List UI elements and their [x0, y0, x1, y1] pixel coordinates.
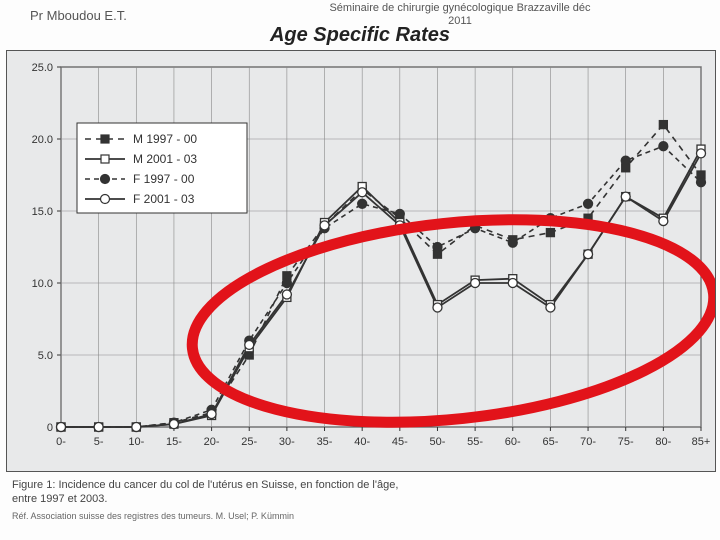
- svg-text:35-: 35-: [317, 436, 333, 448]
- svg-text:50-: 50-: [430, 436, 446, 448]
- caption-line1: Figure 1: Incidence du cancer du col de …: [12, 478, 398, 492]
- svg-text:M 2001 - 03: M 2001 - 03: [133, 152, 197, 166]
- svg-text:20.0: 20.0: [32, 134, 53, 146]
- svg-text:0-: 0-: [56, 436, 66, 448]
- svg-text:55-: 55-: [467, 436, 483, 448]
- chart-container: 0 5.0 10.0 15.0 20.0 25.0 0- 5- 10- 15- 20- 25- 30- 3…: [6, 50, 716, 472]
- author-label: Pr Mboudou E.T.: [30, 8, 127, 23]
- svg-text:40-: 40-: [354, 436, 370, 448]
- svg-text:45-: 45-: [392, 436, 408, 448]
- line-chart: 0 5.0 10.0 15.0 20.0 25.0 0- 5- 10- 15- 20- 25- 30- 3…: [7, 51, 715, 471]
- caption-ref: Réf. Association suisse des registres de…: [12, 511, 398, 523]
- svg-text:M 1997 - 00: M 1997 - 00: [133, 132, 197, 146]
- svg-text:5-: 5-: [94, 436, 104, 448]
- seminar-line1: Séminaire de chirurgie gynécologique Bra…: [329, 2, 590, 14]
- caption-line2: entre 1997 et 2003.: [12, 492, 398, 506]
- svg-text:85+: 85+: [692, 436, 711, 448]
- svg-text:25-: 25-: [241, 436, 257, 448]
- svg-text:70-: 70-: [580, 436, 596, 448]
- svg-text:15.0: 15.0: [32, 206, 53, 218]
- svg-text:60-: 60-: [505, 436, 521, 448]
- svg-text:F 2001 - 03: F 2001 - 03: [133, 192, 195, 206]
- svg-text:0: 0: [47, 422, 53, 434]
- svg-text:80-: 80-: [655, 436, 671, 448]
- svg-text:5.0: 5.0: [38, 350, 53, 362]
- svg-text:30-: 30-: [279, 436, 295, 448]
- chart-title: Age Specific Rates: [0, 24, 720, 47]
- svg-text:20-: 20-: [204, 436, 220, 448]
- svg-text:25.0: 25.0: [32, 62, 53, 74]
- svg-text:10.0: 10.0: [32, 278, 53, 290]
- svg-text:75-: 75-: [618, 436, 634, 448]
- figure-caption: Figure 1: Incidence du cancer du col de …: [12, 478, 398, 522]
- svg-text:65-: 65-: [542, 436, 558, 448]
- svg-text:10-: 10-: [128, 436, 144, 448]
- svg-text:15-: 15-: [166, 436, 182, 448]
- svg-text:F 1997 - 00: F 1997 - 00: [133, 172, 195, 186]
